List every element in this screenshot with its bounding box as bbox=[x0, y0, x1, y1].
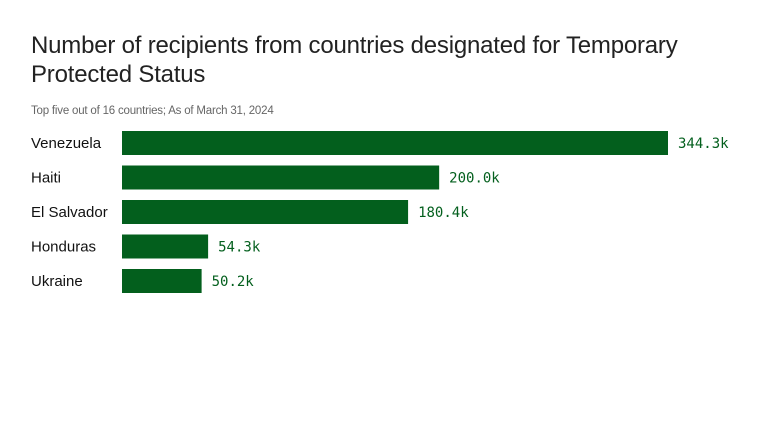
category-label: Haiti bbox=[31, 170, 61, 187]
value-label: 180.4k bbox=[418, 205, 469, 221]
chart-subtitle: Top five out of 16 countries; As of Marc… bbox=[31, 105, 274, 117]
category-label: El Salvador bbox=[31, 204, 108, 221]
value-label: 200.0k bbox=[449, 171, 500, 187]
value-label: 54.3k bbox=[218, 240, 261, 256]
chart-title: Number of recipients from countries desi… bbox=[31, 32, 678, 88]
bar bbox=[122, 269, 202, 293]
bar bbox=[122, 200, 409, 224]
bar bbox=[122, 234, 209, 259]
category-label: Ukraine bbox=[31, 273, 83, 290]
bar bbox=[122, 165, 440, 190]
value-label: 344.3k bbox=[678, 136, 729, 152]
category-label: Honduras bbox=[31, 239, 96, 256]
value-label: 50.2k bbox=[212, 274, 255, 290]
category-label: Venezuela bbox=[31, 135, 102, 152]
bar bbox=[122, 131, 668, 155]
